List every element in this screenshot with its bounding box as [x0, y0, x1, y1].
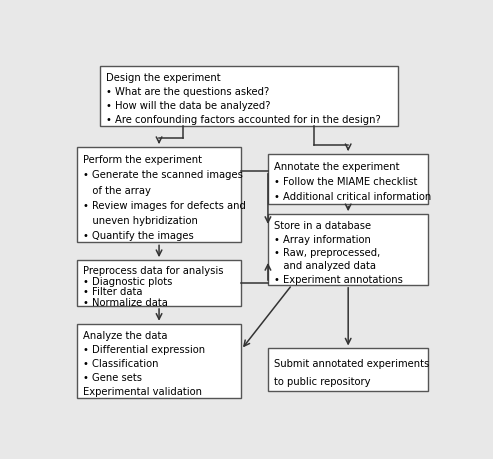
Text: Preprocess data for analysis: Preprocess data for analysis: [83, 266, 223, 276]
Text: Design the experiment: Design the experiment: [106, 73, 220, 84]
Bar: [100, 66, 398, 126]
Text: • Diagnostic plots: • Diagnostic plots: [83, 277, 172, 286]
Text: • Filter data: • Filter data: [83, 287, 142, 297]
Text: • Normalize data: • Normalize data: [83, 298, 168, 308]
Text: • Additional critical information: • Additional critical information: [274, 192, 431, 202]
Text: • Are confounding factors accounted for in the design?: • Are confounding factors accounted for …: [106, 115, 380, 125]
Bar: [77, 260, 241, 306]
Text: • Classification: • Classification: [83, 359, 158, 369]
Text: uneven hybridization: uneven hybridization: [83, 216, 198, 226]
Text: of the array: of the array: [83, 185, 150, 196]
Text: • Differential expression: • Differential expression: [83, 345, 205, 355]
Text: Store in a database: Store in a database: [274, 221, 371, 231]
Text: to public repository: to public repository: [274, 377, 370, 387]
Text: • Review images for defects and: • Review images for defects and: [83, 201, 246, 211]
Text: • How will the data be analyzed?: • How will the data be analyzed?: [106, 101, 270, 112]
Bar: [77, 147, 241, 242]
Text: • What are the questions asked?: • What are the questions asked?: [106, 87, 269, 97]
Bar: [268, 154, 428, 203]
Text: • Experiment annotations: • Experiment annotations: [274, 275, 403, 285]
Text: • Generate the scanned images: • Generate the scanned images: [83, 170, 243, 180]
Text: • Gene sets: • Gene sets: [83, 374, 141, 383]
Bar: [268, 214, 428, 285]
Text: and analyzed data: and analyzed data: [274, 262, 376, 271]
Text: Annotate the experiment: Annotate the experiment: [274, 162, 399, 172]
Text: Submit annotated experiments: Submit annotated experiments: [274, 358, 429, 369]
Text: Experimental validation: Experimental validation: [83, 387, 202, 397]
Text: • Array information: • Array information: [274, 235, 371, 245]
Text: Perform the experiment: Perform the experiment: [83, 155, 202, 165]
Text: Analyze the data: Analyze the data: [83, 331, 167, 341]
Text: • Raw, preprocessed,: • Raw, preprocessed,: [274, 248, 380, 258]
Text: • Follow the MIAME checklist: • Follow the MIAME checklist: [274, 177, 417, 187]
Bar: [77, 324, 241, 398]
Text: • Quantify the images: • Quantify the images: [83, 231, 193, 241]
Bar: [268, 348, 428, 391]
